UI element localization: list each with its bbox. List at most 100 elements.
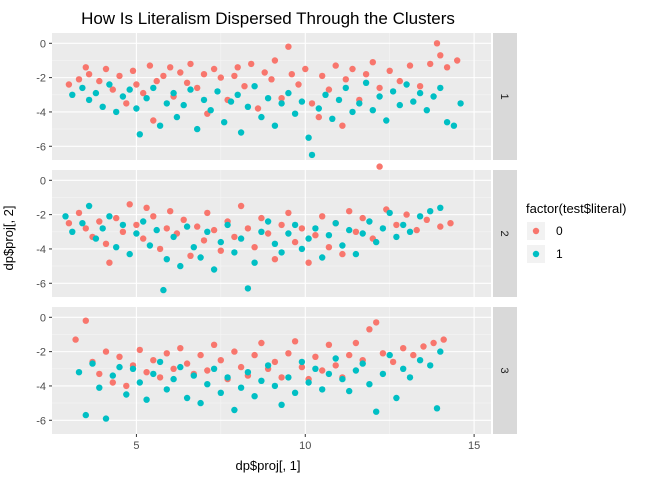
legend-title: factor(test$literal) [526,201,626,216]
data-point-0 [65,81,73,88]
data-point-1 [379,370,387,378]
data-point-0 [106,259,113,266]
data-point-1 [386,351,393,359]
data-point-0 [339,122,346,129]
data-point-0 [133,221,140,229]
data-point-0 [187,60,194,68]
data-point-0 [342,76,349,83]
x-tick-label: 10 [299,440,311,452]
data-point-0 [210,226,218,234]
data-point-1 [234,91,241,99]
data-point-1 [305,134,312,141]
data-point-1 [177,363,184,371]
data-point-0 [288,71,295,78]
data-point-0 [251,351,258,359]
data-point-0 [96,77,103,85]
data-point-1 [271,382,279,390]
data-point-1 [383,117,390,124]
data-point-0 [308,100,316,107]
data-point-0 [420,343,427,350]
data-point-1 [170,233,177,241]
data-point-1 [99,225,106,232]
data-point-0 [332,362,339,369]
data-point-1 [146,242,154,249]
data-point-1 [410,98,417,105]
data-point-0 [244,225,252,232]
data-point-1 [305,235,312,242]
data-point-0 [264,230,272,237]
data-point-1 [366,381,373,388]
data-point-0 [332,62,339,69]
data-point-1 [183,223,191,230]
data-point-1 [325,370,333,378]
data-point-0 [352,339,360,347]
legend-key-0 [532,227,540,235]
data-point-1 [143,396,150,403]
data-point-0 [386,67,393,75]
data-point-1 [163,100,170,107]
data-point-0 [140,235,147,242]
data-point-1 [271,122,279,129]
data-point-0 [146,62,154,69]
data-point-0 [167,208,174,215]
data-point-0 [150,213,157,220]
data-point-1 [89,360,96,367]
data-point-1 [403,81,410,88]
panel-background [52,307,491,434]
data-point-1 [312,365,319,372]
data-point-1 [373,238,380,246]
data-point-1 [231,249,238,256]
data-point-1 [389,88,397,95]
data-point-0 [109,379,117,386]
facet-strip [493,33,517,160]
data-point-0 [346,351,353,359]
data-point-0 [204,209,211,217]
data-point-0 [177,69,184,76]
data-point-0 [403,211,410,218]
data-point-0 [129,67,137,75]
data-point-0 [285,209,292,217]
data-point-1 [210,365,218,372]
data-point-0 [102,65,110,73]
data-point-1 [356,100,363,107]
data-point-1 [113,244,120,251]
facet-strip-label: 1 [498,93,510,99]
data-point-0 [410,351,417,359]
data-point-1 [231,406,238,414]
data-point-1 [106,81,113,88]
data-point-1 [163,386,170,393]
data-point-1 [359,360,366,367]
data-point-1 [278,401,285,408]
data-point-0 [194,84,201,92]
data-point-0 [109,86,117,93]
data-point-0 [177,345,184,352]
data-point-0 [200,237,208,244]
data-point-1 [106,213,113,220]
data-point-1 [339,242,346,249]
data-point-0 [443,64,451,71]
data-point-1 [437,204,444,211]
data-point-1 [119,93,127,100]
data-point-0 [379,350,387,357]
facet-panels: 0-2-4-610-2-4-620-2-4-635 10 15 [36,33,517,452]
data-point-0 [427,60,434,68]
data-point-1 [200,96,208,104]
data-point-0 [143,204,150,211]
y-tick-label: -2 [36,210,46,222]
data-point-0 [268,76,275,83]
data-point-0 [217,357,224,364]
y-tick-label: -6 [36,415,46,427]
data-point-0 [437,223,444,230]
data-point-0 [241,83,248,90]
data-point-0 [217,74,224,81]
data-point-1 [335,96,343,104]
data-point-0 [237,363,245,371]
panel-background [52,170,491,297]
y-tick-label: -6 [36,141,46,153]
data-point-1 [75,369,83,376]
data-point-1 [427,362,434,369]
data-point-1 [116,363,123,371]
y-tick-label: -2 [36,347,46,359]
data-point-0 [396,77,403,85]
data-point-1 [342,84,349,92]
